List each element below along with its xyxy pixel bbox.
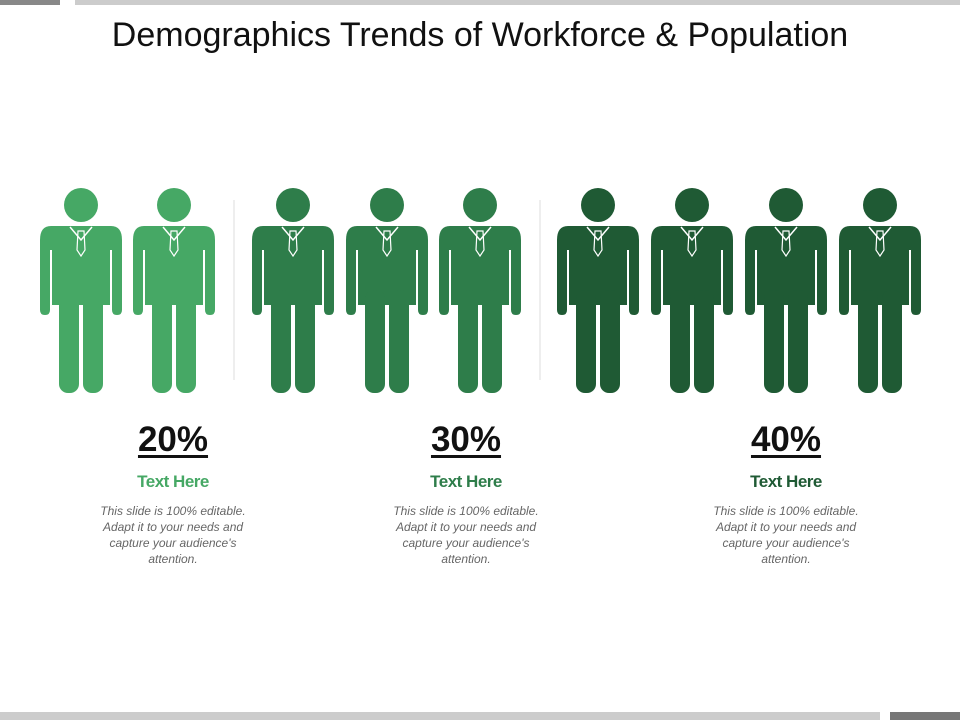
icon-leg (458, 290, 478, 393)
icon-torso (651, 226, 733, 315)
icon-leg (176, 290, 196, 393)
icon-tie (875, 230, 885, 258)
icon-leg (670, 290, 690, 393)
icon-collar (69, 226, 93, 242)
icon-torso (133, 226, 215, 315)
heading: Text Here (430, 472, 502, 491)
icon-collar (868, 226, 892, 242)
icon-head (863, 188, 897, 222)
person-icon (651, 188, 733, 393)
icon-leg (576, 290, 596, 393)
icon-collar (375, 226, 399, 242)
icon-torso (346, 226, 428, 315)
icon-torso (40, 226, 122, 315)
percent: 20% (137, 420, 209, 459)
icon-torso (557, 226, 639, 315)
person-icon (133, 188, 215, 393)
heading: Text Here (750, 472, 822, 491)
icon-head (675, 188, 709, 222)
icon-leg (788, 290, 808, 393)
icon-head (463, 188, 497, 222)
icon-torso (745, 226, 827, 315)
person-icon (839, 188, 921, 393)
icon-tie (593, 230, 603, 258)
top-bar (0, 0, 60, 5)
icon-torso (839, 226, 921, 315)
icon-leg (152, 290, 172, 393)
icon-leg (389, 290, 409, 393)
icon-tie (288, 230, 298, 258)
icon-leg (295, 290, 315, 393)
icon-head (581, 188, 615, 222)
heading: Text Here (137, 472, 209, 491)
icon-head (370, 188, 404, 222)
percent: 30% (430, 420, 502, 459)
icon-torso (439, 226, 521, 315)
top-bar (75, 0, 960, 5)
icon-collar (680, 226, 704, 242)
icon-leg (764, 290, 784, 393)
person-icon (40, 188, 122, 393)
person-icon (557, 188, 639, 393)
icon-head (276, 188, 310, 222)
person-icon (745, 188, 827, 393)
icon-tie (76, 230, 86, 258)
icon-head (64, 188, 98, 222)
icon-leg (882, 290, 902, 393)
icon-tie (382, 230, 392, 258)
icon-torso (252, 226, 334, 315)
bottom-bar (0, 712, 880, 720)
icon-leg (59, 290, 79, 393)
icon-collar (774, 226, 798, 242)
bottom-bar (890, 712, 960, 720)
title: Demographics Trends of Workforce & Popul… (111, 16, 849, 54)
icon-collar (468, 226, 492, 242)
icon-leg (694, 290, 714, 393)
person-icon (346, 188, 428, 393)
icon-leg (482, 290, 502, 393)
icon-collar (162, 226, 186, 242)
icon-leg (858, 290, 878, 393)
icon-head (157, 188, 191, 222)
icon-head (769, 188, 803, 222)
icon-tie (475, 230, 485, 258)
icon-tie (781, 230, 791, 258)
icon-leg (365, 290, 385, 393)
person-icon (439, 188, 521, 393)
body-text: This slide is 100% editable. Adapt it to… (713, 504, 859, 566)
icon-collar (586, 226, 610, 242)
icon-tie (687, 230, 697, 258)
icon-leg (271, 290, 291, 393)
body-text: This slide is 100% editable. Adapt it to… (393, 504, 539, 566)
icon-leg (83, 290, 103, 393)
icon-collar (281, 226, 305, 242)
person-icon (252, 188, 334, 393)
icon-leg (600, 290, 620, 393)
body-text: This slide is 100% editable. Adapt it to… (100, 504, 246, 566)
percent: 40% (750, 420, 822, 459)
icons (40, 188, 921, 393)
icon-tie (169, 230, 179, 258)
